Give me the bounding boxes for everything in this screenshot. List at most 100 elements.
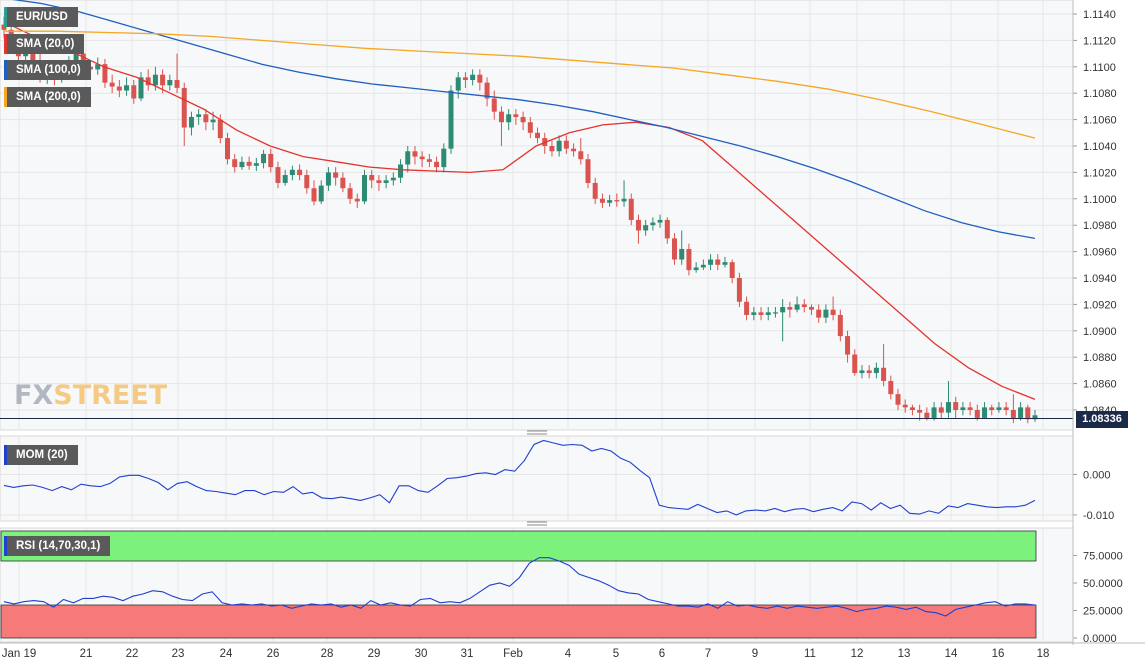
x-tick-label: 4 xyxy=(565,648,572,660)
bull-candle xyxy=(405,151,411,165)
bull-candle xyxy=(152,74,158,86)
x-tick-label: 5 xyxy=(613,648,619,660)
sma-line-0 xyxy=(3,21,1036,401)
bear-candle xyxy=(837,314,843,337)
bear-candle xyxy=(845,336,851,355)
bear-candle xyxy=(376,180,382,183)
bull-candle xyxy=(124,85,130,91)
bull-candle xyxy=(873,367,879,374)
bull-candle xyxy=(383,180,389,183)
bear-candle xyxy=(686,248,692,271)
sma-line-1 xyxy=(12,0,1036,240)
bull-candle xyxy=(931,407,937,418)
bear-candle xyxy=(462,77,468,80)
price-panel xyxy=(0,0,1074,431)
price-tick-label: 1.0940 xyxy=(1083,273,1117,285)
bull-candle xyxy=(448,90,454,149)
rsi-tick-label: 0.0000 xyxy=(1083,633,1117,645)
price-tick-label: 1.1100 xyxy=(1083,62,1116,74)
bear-candle xyxy=(967,407,973,410)
x-tick-label: 29 xyxy=(368,648,381,660)
bear-candle xyxy=(816,309,822,318)
bull-candle xyxy=(361,175,367,202)
sma100-label: SMA (100,0) xyxy=(16,64,81,76)
bull-candle xyxy=(765,312,771,315)
bear-candle xyxy=(304,175,310,189)
symbol-swatch xyxy=(4,7,7,27)
bull-candle xyxy=(823,309,829,318)
bear-candle xyxy=(340,177,346,189)
bull-candle xyxy=(679,248,685,260)
x-tick-label: 7 xyxy=(705,648,711,660)
x-tick-label: 13 xyxy=(898,648,911,660)
bear-candle xyxy=(628,198,634,220)
x-tick-label: 28 xyxy=(321,648,334,660)
bear-candle xyxy=(664,219,670,239)
price-tick-label: 1.1120 xyxy=(1083,35,1116,47)
bear-candle xyxy=(333,172,339,178)
x-tick-label: 14 xyxy=(945,648,958,660)
mom-swatch xyxy=(4,445,7,465)
bull-candle xyxy=(188,116,194,128)
bull-candle xyxy=(441,148,447,168)
bull-candle xyxy=(693,267,699,271)
bear-candle xyxy=(181,87,187,128)
bull-candle xyxy=(398,164,404,178)
x-tick-label: 6 xyxy=(659,648,665,660)
bear-candle xyxy=(160,74,166,86)
bull-candle xyxy=(780,307,786,313)
price-tick-label: 1.1000 xyxy=(1083,194,1117,206)
bull-candle xyxy=(657,219,663,223)
price-tick-label: 1.1060 xyxy=(1083,115,1117,127)
bull-candle xyxy=(390,177,396,181)
price-tick-label: 1.0900 xyxy=(1083,326,1117,338)
bull-candle xyxy=(722,262,728,265)
bull-candle xyxy=(607,200,613,203)
bear-candle xyxy=(232,159,238,168)
sma200-swatch xyxy=(4,87,7,107)
bear-candle xyxy=(1,24,7,30)
rsi-line xyxy=(3,557,1036,617)
bear-candle xyxy=(736,278,742,302)
bear-candle xyxy=(419,156,425,160)
bear-candle xyxy=(974,410,980,418)
bull-candle xyxy=(945,402,951,413)
bear-candle xyxy=(938,407,944,413)
bear-candle xyxy=(520,116,526,123)
bull-candle xyxy=(325,172,331,186)
bear-candle xyxy=(715,259,721,265)
sma20-label: SMA (20,0) xyxy=(16,38,75,50)
bull-candle xyxy=(751,312,757,315)
x-tick-label: 23 xyxy=(172,648,185,660)
price-tick-label: 1.1020 xyxy=(1083,167,1117,179)
bear-candle xyxy=(852,354,858,374)
bear-candle xyxy=(477,74,483,83)
legend-sma100: SMA (100,0) xyxy=(4,60,91,80)
bear-candle xyxy=(246,161,252,166)
legend-mom: MOM (20) xyxy=(4,445,78,465)
bear-candle xyxy=(672,238,678,260)
x-tick-label: 22 xyxy=(126,648,139,660)
bear-candle xyxy=(203,114,209,123)
bear-candle xyxy=(116,86,122,91)
sma200-label: SMA (200,0) xyxy=(16,91,81,103)
bear-candle xyxy=(145,77,151,86)
bear-candle xyxy=(369,175,375,181)
price-tick-label: 1.1080 xyxy=(1083,88,1117,100)
bear-candle xyxy=(758,312,764,315)
bear-candle xyxy=(491,98,497,112)
bear-candle xyxy=(225,138,231,160)
bear-candle xyxy=(902,404,908,408)
x-tick-label: 21 xyxy=(80,648,93,660)
bull-candle xyxy=(643,225,649,231)
mom-tick-label: -0.010 xyxy=(1083,510,1114,522)
bear-candle xyxy=(917,410,923,413)
bear-candle xyxy=(311,188,317,202)
bear-candle xyxy=(354,198,360,202)
rsi-overbought-zone xyxy=(0,530,1037,562)
bear-candle xyxy=(909,407,915,410)
bull-candle xyxy=(859,370,865,374)
mom-label: MOM (20) xyxy=(16,449,68,461)
